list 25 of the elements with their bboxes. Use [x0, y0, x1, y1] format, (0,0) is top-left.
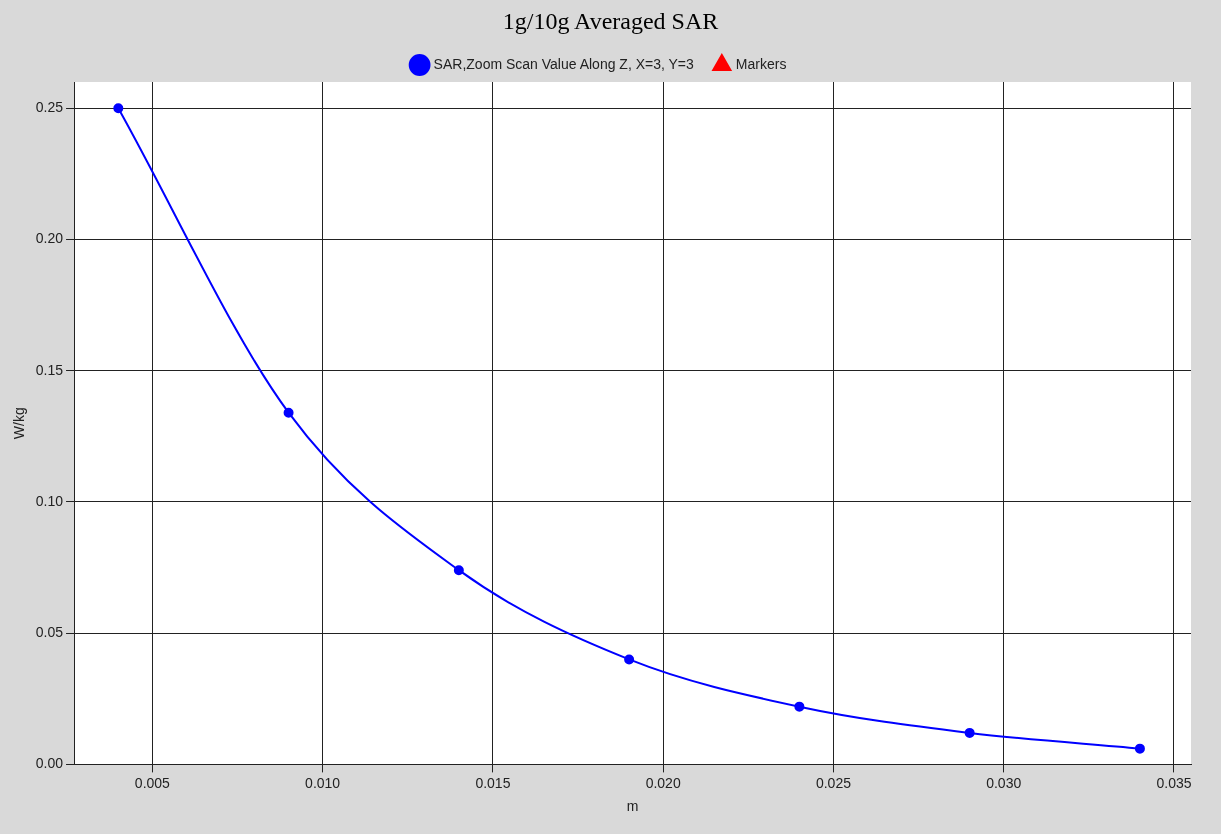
point [1134, 743, 1145, 754]
point [624, 654, 635, 665]
legend-label: Markers [735, 55, 787, 72]
x-tick-label: 0.030 [986, 774, 1022, 791]
y-tick-label: 0.00 [35, 755, 64, 772]
y-tick-label: 0.10 [35, 492, 64, 509]
y-axis-title: W/kg [11, 407, 28, 440]
y-tick-label: 0.15 [35, 361, 64, 378]
point [964, 727, 975, 738]
x-tick-label: 0.035 [1156, 774, 1192, 791]
x-tick-label: 0.005 [134, 774, 171, 791]
point [794, 701, 805, 712]
x-tick-label: 0.010 [305, 774, 341, 791]
point [113, 103, 124, 114]
y-tick-label: 0.05 [35, 624, 64, 641]
y-tick-label: 0.20 [35, 230, 64, 247]
chart-title: 1g/10g Averaged SAR [501, 7, 720, 36]
x-tick-label: 0.020 [645, 774, 681, 791]
point [453, 565, 464, 576]
legend-label: SAR,Zoom Scan Value Along Z, X=3, Y=3 [433, 55, 695, 72]
x-tick-label: 0.025 [815, 774, 852, 791]
y-tick-label: 0.25 [35, 99, 64, 116]
x-tick-label: 0.015 [475, 774, 511, 791]
x-axis-title: m [626, 798, 639, 815]
point [283, 407, 294, 418]
